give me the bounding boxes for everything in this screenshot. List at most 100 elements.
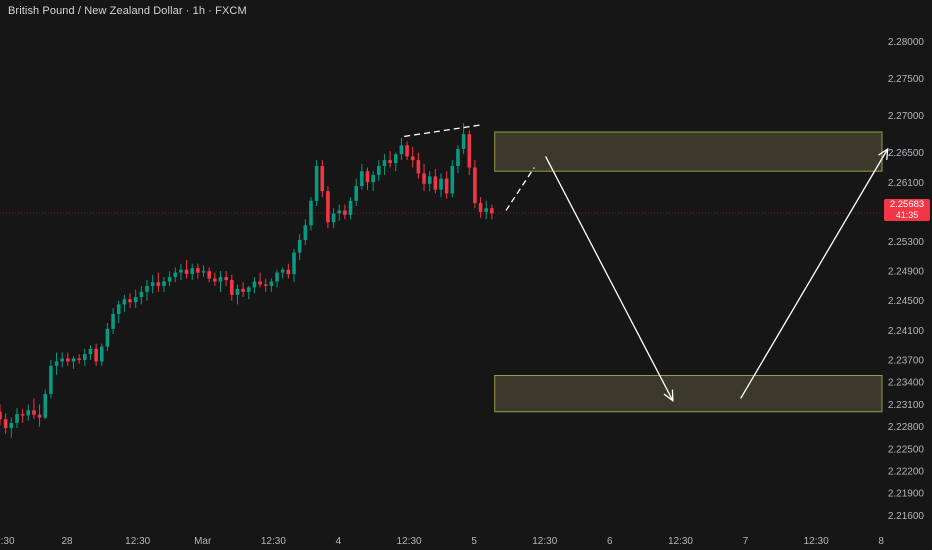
candle-body — [405, 145, 409, 157]
candle — [343, 204, 347, 220]
candle — [416, 152, 421, 179]
candle — [309, 197, 313, 231]
candle-body — [207, 271, 211, 279]
candle-body — [139, 291, 144, 298]
candle-body — [478, 203, 483, 212]
candle-body — [444, 178, 449, 194]
candle-body — [461, 134, 466, 150]
candle — [461, 123, 466, 155]
candle — [252, 277, 257, 294]
candle-body — [388, 160, 392, 164]
y-tick-label: 2.22500 — [888, 444, 925, 455]
candle — [280, 267, 285, 279]
candle — [139, 285, 144, 305]
candle-body — [297, 240, 302, 253]
candle — [297, 234, 302, 261]
dashed-trend-line — [404, 123, 484, 138]
candle — [71, 356, 76, 369]
candle-body — [71, 358, 76, 362]
projection-arrow — [740, 147, 889, 399]
y-tick-label: 2.21600 — [888, 511, 925, 522]
candle — [26, 404, 31, 421]
candle — [122, 294, 127, 312]
candle — [156, 272, 161, 292]
candle-body — [343, 210, 347, 215]
candle-body — [422, 173, 426, 184]
y-tick-label: 2.28000 — [888, 37, 925, 48]
candle — [269, 278, 274, 292]
arrow-shaft — [545, 156, 674, 401]
x-tick-label: 12:30 — [668, 536, 693, 547]
x-tick-label: 12:30 — [0, 536, 15, 547]
candle — [275, 269, 279, 288]
candle-body — [190, 268, 195, 275]
arrow-head — [878, 147, 889, 161]
candle — [263, 278, 268, 292]
candle-body — [439, 178, 443, 190]
candle — [196, 263, 200, 279]
candle-body — [410, 156, 415, 161]
y-tick-label: 2.23100 — [888, 400, 925, 411]
candle — [331, 208, 336, 229]
candle-body — [94, 348, 98, 362]
candle — [77, 354, 81, 364]
candle — [393, 152, 398, 172]
candle-body — [309, 200, 313, 226]
candle-body — [83, 354, 87, 360]
candle-body — [173, 272, 178, 278]
candle-body — [320, 166, 325, 192]
candle-body — [167, 277, 172, 282]
x-tick-label: 7 — [743, 536, 749, 547]
candle-body — [105, 328, 110, 347]
candle-body — [393, 154, 398, 164]
candle — [0, 404, 2, 426]
candle — [20, 408, 25, 423]
candle — [320, 160, 325, 198]
candle-body — [37, 414, 42, 418]
candle-body — [235, 288, 240, 295]
bar-countdown: 41:35 — [895, 210, 919, 220]
candle — [116, 300, 121, 323]
candle-body — [371, 174, 375, 183]
candle — [43, 389, 48, 420]
candle-body — [490, 208, 494, 214]
candle — [128, 293, 132, 309]
candle — [292, 248, 296, 283]
candle-body — [354, 186, 358, 201]
candle — [388, 151, 392, 168]
y-tick-label: 2.25300 — [888, 237, 925, 248]
candle-body — [360, 171, 364, 187]
candle — [190, 263, 195, 281]
y-tick-label: 2.22800 — [888, 422, 925, 433]
candle — [382, 154, 387, 175]
candle-body — [292, 252, 296, 275]
candle — [348, 197, 353, 220]
candle-body — [201, 271, 206, 273]
candle-body — [246, 287, 251, 292]
candle — [354, 178, 358, 206]
candle-body — [116, 304, 121, 315]
candle — [490, 204, 494, 220]
chart-title: British Pound / New Zealand Dollar · 1h … — [8, 5, 247, 17]
candle-body — [218, 277, 223, 282]
candle-body — [230, 280, 234, 295]
candle-body — [399, 145, 404, 155]
candle — [241, 282, 245, 298]
candle — [213, 272, 217, 286]
x-tick-label: 28 — [61, 536, 73, 547]
x-tick-label: 6 — [607, 536, 613, 547]
candle — [37, 404, 42, 427]
arrow-head — [663, 389, 674, 402]
y-tick-label: 2.22200 — [888, 466, 925, 477]
candle-body — [9, 422, 14, 429]
candle — [150, 274, 155, 294]
candle — [467, 130, 472, 175]
candle — [314, 160, 319, 206]
candle — [337, 204, 342, 221]
candle — [405, 141, 409, 161]
candle-body — [20, 413, 25, 416]
candle-body — [252, 281, 257, 288]
candle — [484, 200, 489, 220]
